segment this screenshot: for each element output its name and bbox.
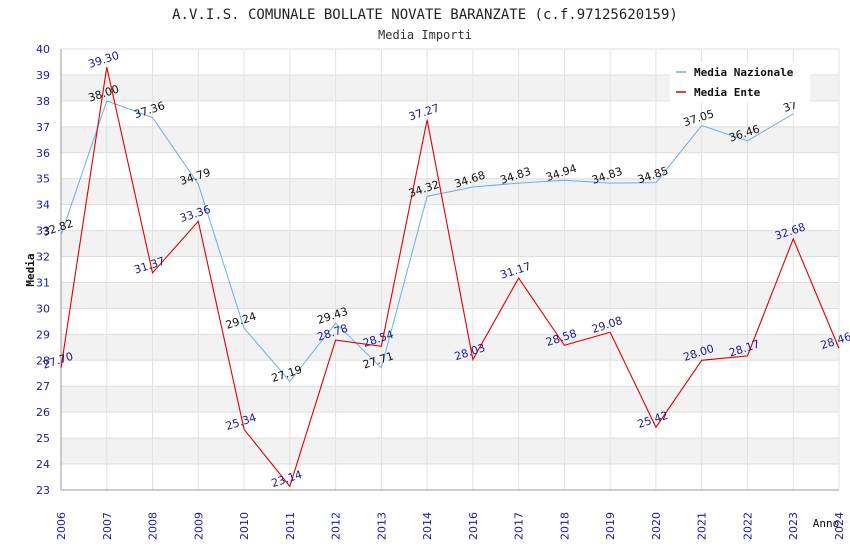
x-tick-label: 2019 <box>604 512 617 540</box>
y-tick-label: 23 <box>36 484 50 497</box>
series-line-media-nazionale <box>60 100 794 383</box>
x-tick-label: 2020 <box>650 512 663 540</box>
x-tick-label: 2008 <box>147 512 160 540</box>
y-tick-label: 24 <box>36 458 50 471</box>
y-tick-label: 31 <box>36 276 50 289</box>
y-tick-label: 27 <box>36 380 50 393</box>
x-tick-label: 2007 <box>101 512 114 540</box>
chart-title: A.V.I.S. COMUNALE BOLLATE NOVATE BARANZA… <box>172 7 678 23</box>
data-label: 29.24 <box>224 310 258 332</box>
grid-band <box>61 386 839 413</box>
data-label: 31.17 <box>499 260 533 282</box>
grid-lines <box>60 48 840 491</box>
data-label: 27.70 <box>41 350 75 372</box>
data-label: 23.14 <box>270 468 304 490</box>
x-tick-label: 2013 <box>375 512 388 540</box>
y-tick-label: 29 <box>36 328 50 341</box>
grid-band <box>61 126 839 153</box>
y-tick-label: 36 <box>36 147 50 160</box>
x-tick-label: 2018 <box>558 512 571 540</box>
series-line-media-ente <box>60 67 840 488</box>
y-tick-label: 28 <box>36 354 50 367</box>
chart-subtitle: Media Importi <box>378 28 472 42</box>
y-axis-label: Media <box>24 253 37 286</box>
grid-band <box>61 334 839 361</box>
x-tick-labels: 2006 2007 2008 2009 2010 2011 2012 2013 2014 2016… <box>55 512 846 540</box>
x-axis-label: Anno <box>813 517 840 530</box>
x-tick-label: 2009 <box>192 512 205 540</box>
y-tick-label: 37 <box>36 121 50 134</box>
x-tick-label: 2017 <box>513 512 526 540</box>
x-tick-label: 2022 <box>741 512 754 540</box>
x-tick-label: 2016 <box>467 512 480 540</box>
data-label: 37 <box>781 98 798 115</box>
legend-label: Media Nazionale <box>694 66 794 79</box>
data-label: 37.36 <box>132 99 166 121</box>
data-labels: 32.8238.0037.3634.7929.2427.1929.4327.71… <box>41 49 850 490</box>
legend: Media Nazionale Media Ente <box>670 62 810 102</box>
x-tick-label: 2024 <box>833 512 846 540</box>
y-tick-label: 32 <box>36 251 50 264</box>
x-tick-label: 2014 <box>421 512 434 540</box>
legend-box <box>670 62 810 102</box>
x-tick-label: 2006 <box>55 512 68 540</box>
y-tick-label: 25 <box>36 432 50 445</box>
y-tick-label: 26 <box>36 406 50 419</box>
x-tick-label: 2011 <box>284 512 297 540</box>
y-tick-label: 39 <box>36 69 50 82</box>
data-label: 37.27 <box>407 101 441 123</box>
y-tick-label: 40 <box>36 43 50 56</box>
y-tick-label: 34 <box>36 199 50 212</box>
data-label: 37.05 <box>682 107 716 129</box>
x-tick-label: 2023 <box>787 512 800 540</box>
axes <box>60 49 839 491</box>
y-tick-label: 35 <box>36 173 50 186</box>
x-tick-label: 2021 <box>696 512 709 540</box>
legend-label: Media Ente <box>694 86 761 99</box>
data-label: 31.37 <box>132 254 166 276</box>
data-label: 27.19 <box>270 363 304 385</box>
y-tick-labels: 23 24 25 26 27 28 29 30 31 32 33 34 35 36 37 38 39 40 <box>36 43 50 497</box>
data-label: 25.34 <box>224 411 258 433</box>
grid-band <box>61 282 839 309</box>
data-label: 33.36 <box>178 203 212 225</box>
x-tick-label: 2010 <box>238 512 251 540</box>
series-lines <box>60 67 840 488</box>
grid-bands <box>61 74 839 465</box>
y-tick-label: 38 <box>36 95 50 108</box>
data-label: 39.30 <box>87 49 121 71</box>
y-tick-label: 30 <box>36 302 50 315</box>
grid-band <box>61 438 839 465</box>
grid-band <box>61 230 839 257</box>
x-tick-label: 2012 <box>330 512 343 540</box>
y-tick-label: 33 <box>36 225 50 238</box>
